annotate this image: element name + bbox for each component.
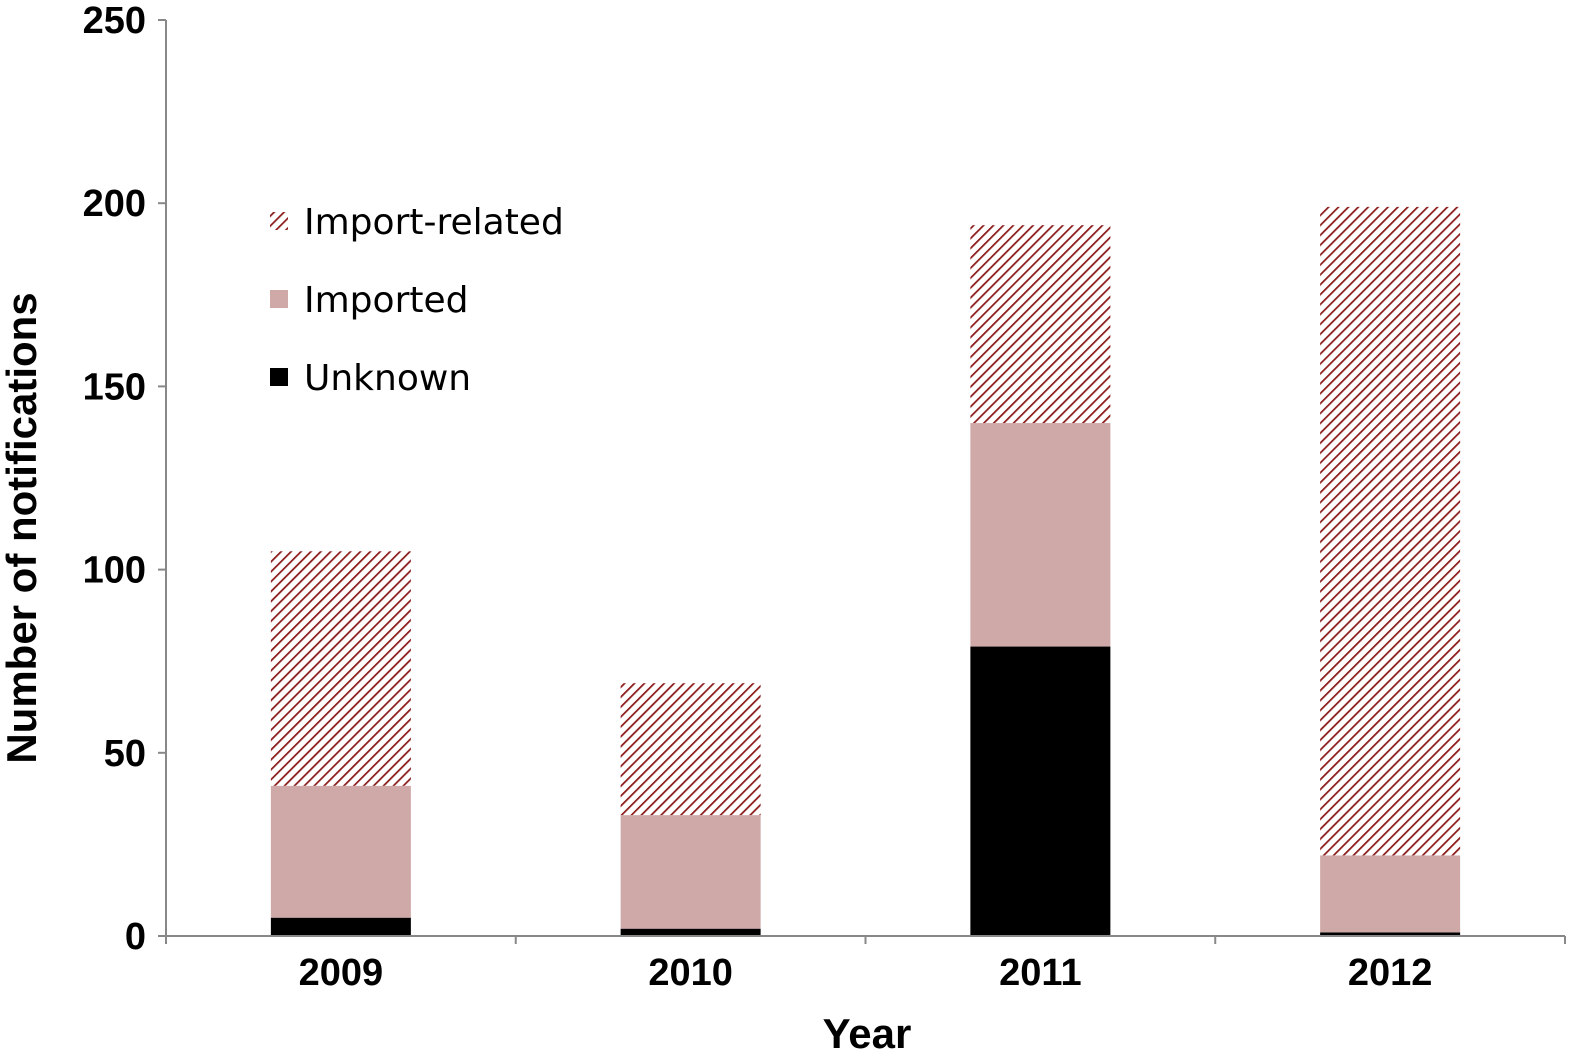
legend: Import-related Imported Unknown [270, 202, 564, 399]
x-tick-label-2010: 2010 [648, 952, 733, 994]
x-axis-title: Year [823, 1010, 912, 1052]
y-tick-label: 200 [83, 183, 146, 225]
y-axis-title: Number of notifications [0, 292, 45, 763]
x-tick-label-2011: 2011 [999, 952, 1081, 994]
bar-2010-import-related [620, 683, 761, 816]
bar-2010-unknown [620, 928, 761, 936]
legend-label-import-related: Import-related [304, 202, 564, 243]
y-tick-label: 50 [104, 733, 146, 775]
legend-swatch-imported [270, 290, 288, 308]
x-axis-ticks: 2009 2010 2011 2012 [165, 936, 1566, 994]
bar-2011-imported [970, 423, 1111, 647]
bar-2012-unknown [1320, 932, 1461, 936]
y-tick-label: 100 [83, 550, 146, 592]
bar-2009-import-related [270, 551, 411, 786]
bar-2011-import-related [970, 225, 1111, 424]
bar-2009-unknown [270, 917, 411, 936]
bar-2010-imported [620, 815, 761, 929]
x-tick-label-2012: 2012 [1348, 952, 1433, 994]
y-tick-label: 150 [83, 366, 146, 408]
legend-label-imported: Imported [304, 280, 468, 321]
y-tick-label: 250 [83, 0, 146, 42]
bar-2011-unknown [970, 646, 1111, 936]
legend-swatch-import-related [270, 212, 288, 230]
legend-label-unknown: Unknown [304, 358, 471, 399]
bar-2009-imported [270, 785, 411, 918]
plot-area [270, 206, 1461, 936]
legend-swatch-unknown [270, 368, 288, 386]
bar-2012-import-related [1320, 206, 1461, 856]
y-tick-label: 0 [125, 916, 146, 958]
bar-2012-imported [1320, 855, 1461, 933]
y-axis-ticks: 0 50 100 150 200 250 [83, 0, 166, 958]
x-tick-label-2009: 2009 [299, 952, 384, 994]
